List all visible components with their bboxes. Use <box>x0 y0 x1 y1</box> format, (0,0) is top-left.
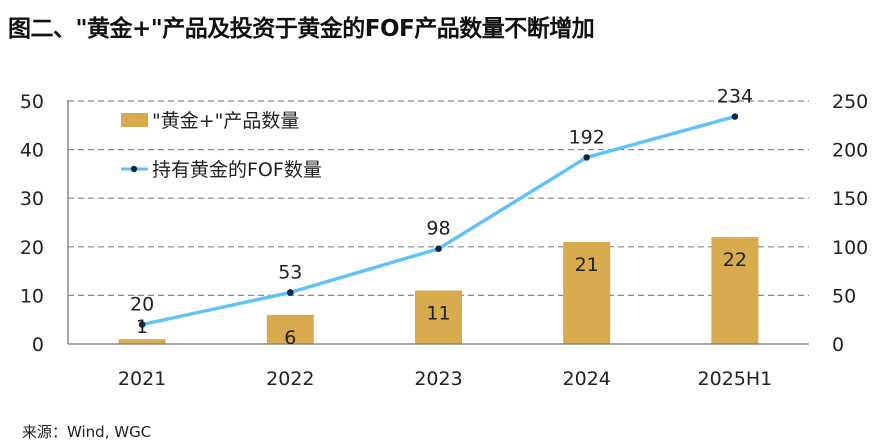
line-data-label: 53 <box>278 261 302 283</box>
x-tick-label: 2022 <box>266 368 314 390</box>
line-data-label: 234 <box>717 86 753 108</box>
bar-data-label: 11 <box>426 303 450 325</box>
bar-data-label: 6 <box>284 327 296 349</box>
bar-data-label: 22 <box>723 249 747 271</box>
x-tick-label: 2023 <box>414 368 462 390</box>
x-tick-label: 2024 <box>563 368 611 390</box>
legend-line-marker <box>130 165 138 173</box>
bar <box>711 237 759 344</box>
line-data-label: 20 <box>130 294 154 316</box>
right-tick-label: 200 <box>832 140 868 162</box>
right-tick-label: 100 <box>832 237 868 259</box>
left-tick-label: 10 <box>20 285 44 307</box>
line-marker <box>138 321 146 328</box>
data-labels: 1 6 11 21 22 20 53 98 192 234 <box>130 86 753 349</box>
line-marker <box>583 154 590 161</box>
source-note: 来源：Wind, WGC <box>22 423 152 441</box>
bar <box>415 290 462 344</box>
bar <box>266 314 314 344</box>
right-tick-label: 250 <box>832 91 868 113</box>
x-tick-label: 2021 <box>118 368 166 390</box>
left-tick-label: 40 <box>20 140 44 162</box>
bar-data-label: 21 <box>575 254 599 276</box>
bar-data-label: 1 <box>136 316 148 338</box>
bar <box>118 339 166 344</box>
line-marker <box>435 245 442 253</box>
left-tick-label: 30 <box>20 188 44 210</box>
legend-bar-swatch <box>121 113 148 127</box>
chart-title: 图二、"黄金+"产品及投资于黄金的FOF产品数量不断增加 <box>8 16 595 42</box>
line-marker <box>287 289 294 296</box>
left-tick-label: 20 <box>20 237 44 259</box>
legend-bar-label: "黄金+"产品数量 <box>152 110 299 132</box>
bar <box>563 241 611 344</box>
right-tick-label: 150 <box>832 188 868 210</box>
legend: "黄金+"产品数量 持有黄金的FOF数量 <box>121 110 322 181</box>
line-marker <box>731 113 739 120</box>
line-series <box>138 113 739 328</box>
line-data-label: 192 <box>569 126 605 148</box>
x-tick-label: 2025H1 <box>698 368 773 390</box>
bars <box>118 237 759 344</box>
right-tick-label: 50 <box>832 285 856 307</box>
left-tick-label: 0 <box>32 334 44 356</box>
line-data-label: 98 <box>426 218 450 240</box>
right-tick-label: 0 <box>832 334 844 356</box>
left-tick-label: 50 <box>20 91 44 113</box>
legend-line-label: 持有黄金的FOF数量 <box>152 159 322 181</box>
